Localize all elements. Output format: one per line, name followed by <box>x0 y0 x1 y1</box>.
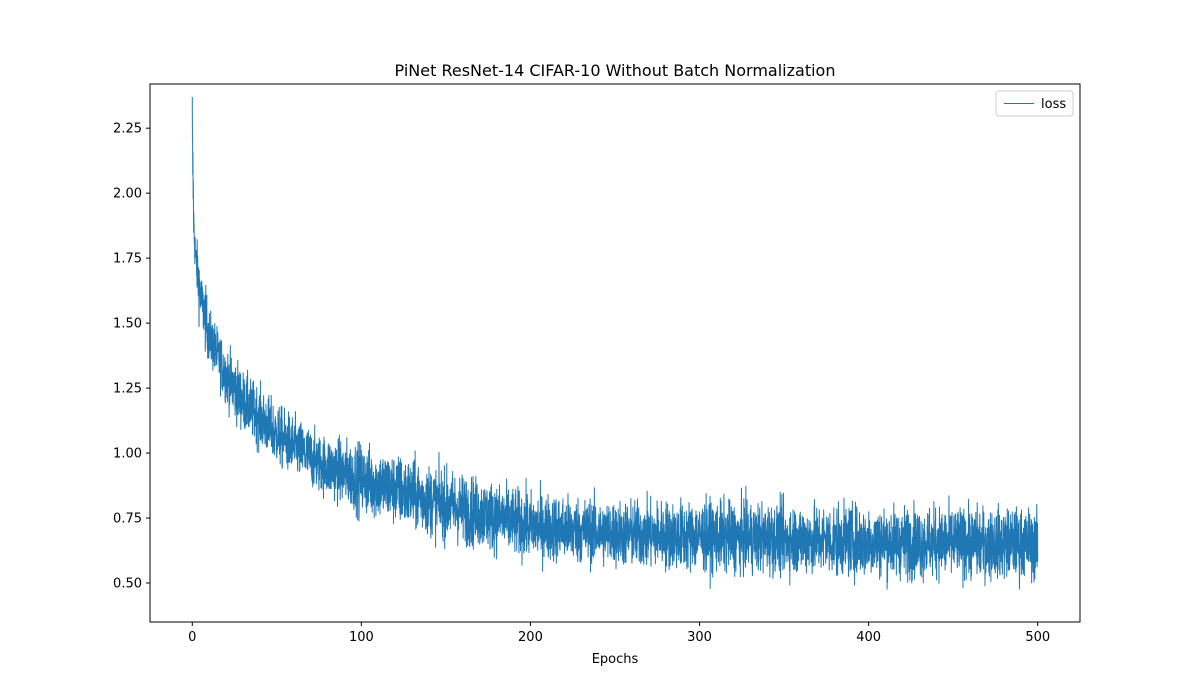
plot-area-frame <box>149 83 1081 623</box>
x-tick-label: 100 <box>349 630 374 645</box>
y-tick-label: 1.50 <box>113 317 142 332</box>
legend-box <box>995 90 1074 117</box>
y-tick-label: 2.00 <box>113 187 142 202</box>
y-tick-label: 1.25 <box>113 382 142 397</box>
x-tick-label: 300 <box>687 630 712 645</box>
x-axis: 0 100 200 300 400 500 <box>188 622 1050 645</box>
y-tick-label: 1.00 <box>113 447 142 462</box>
series-layer <box>191 96 1039 590</box>
chart-title: PiNet ResNet-14 CIFAR-10 Without Batch N… <box>395 61 836 80</box>
legend-label-loss: loss <box>1041 97 1066 112</box>
y-axis: 0.50 0.75 1.00 1.25 1.50 1.75 2.00 2.25 <box>113 122 150 592</box>
x-tick-label: 0 <box>188 630 196 645</box>
x-tick-label: 400 <box>856 630 881 645</box>
y-tick-label: 0.50 <box>113 577 142 592</box>
y-tick-label: 1.75 <box>113 252 142 267</box>
y-tick-label: 2.25 <box>113 122 142 137</box>
x-axis-label: Epochs <box>592 652 639 667</box>
y-tick-label: 0.75 <box>113 512 142 527</box>
series-line-loss <box>191 96 1039 590</box>
x-tick-label: 200 <box>518 630 543 645</box>
x-tick-label: 500 <box>1025 630 1050 645</box>
legend: loss <box>995 90 1074 117</box>
